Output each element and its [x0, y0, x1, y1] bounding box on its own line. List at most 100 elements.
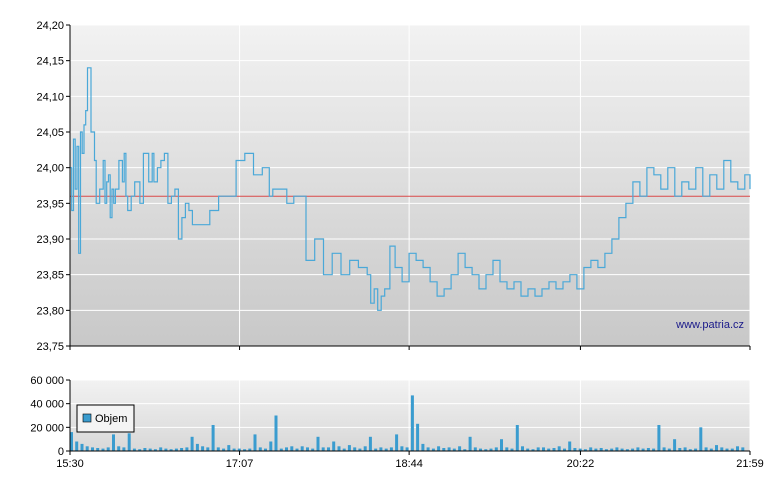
volume-bar: [662, 447, 666, 451]
volume-y-tick-labels: 60 000 40 000 20 000 0: [30, 375, 70, 458]
volume-bar: [138, 449, 142, 451]
volume-bar: [730, 448, 734, 451]
volume-bar: [631, 448, 635, 451]
volume-bar: [91, 447, 94, 451]
volume-bar: [599, 448, 603, 451]
volume-bar: [636, 447, 640, 451]
volume-bar: [347, 445, 351, 451]
price-y-tick-labels: 24,20 24,15 24,10 24,05 24,00 23,95 23,90 23,85…: [36, 20, 70, 353]
volume-bar: [101, 448, 105, 451]
volume-bar: [452, 448, 456, 451]
volume-bar: [132, 448, 136, 451]
volume-bar: [216, 447, 220, 451]
volume-bar: [678, 448, 682, 451]
volume-bar: [500, 439, 503, 451]
legend-swatch: [82, 413, 92, 423]
volume-bar: [547, 448, 551, 451]
volume-bar: [274, 415, 278, 451]
volume-bar: [625, 449, 629, 451]
price-y-tick-label: 24,00: [36, 163, 64, 175]
price-plot-background: [70, 25, 750, 346]
volume-bar: [736, 446, 739, 451]
price-x-ticks: [69, 346, 751, 350]
volume-bar: [290, 446, 294, 451]
volume-bar: [725, 448, 729, 451]
volume-bar: [447, 447, 451, 451]
price-y-tick-label: 23,85: [36, 270, 64, 282]
volume-bar: [479, 448, 482, 451]
volume-bar: [169, 449, 173, 451]
volume-bar: [442, 448, 446, 451]
volume-bar: [363, 446, 367, 451]
volume-bar: [552, 448, 556, 451]
volume-bar: [683, 447, 687, 451]
volume-bar: [232, 448, 236, 451]
volume-bar: [384, 448, 388, 451]
volume-bar: [306, 447, 309, 451]
volume-bar: [505, 447, 509, 451]
volume-bar: [85, 446, 89, 451]
volume-bar: [248, 448, 252, 451]
volume-bar: [211, 425, 215, 451]
x-tick-label: 17:07: [226, 458, 254, 470]
volume-bar: [295, 448, 299, 451]
volume-bar: [195, 443, 199, 451]
price-chart-panel: 24,20 24,15 24,10 24,05 24,00 23,95 23,90 23,85…: [36, 20, 751, 353]
volume-bar: [652, 448, 656, 451]
x-tick-label: 21:59: [736, 458, 764, 470]
volume-bar: [489, 448, 493, 451]
volume-bar: [421, 443, 425, 451]
volume-bar: [594, 448, 598, 451]
volume-bar: [699, 427, 703, 451]
volume-bar: [117, 446, 121, 451]
volume-bar: [604, 449, 608, 451]
volume-bar: [269, 441, 273, 451]
price-y-tick-label: 24,05: [36, 127, 64, 139]
volume-bar: [374, 448, 378, 451]
volume-bar: [709, 448, 713, 451]
price-y-tick-label: 24,10: [36, 91, 64, 103]
volume-bar: [557, 446, 561, 451]
volume-bar: [437, 446, 441, 451]
volume-bar: [253, 434, 257, 451]
volume-bar: [531, 449, 535, 451]
volume-bar: [589, 447, 593, 451]
volume-bar: [379, 447, 383, 451]
volume-bar: [321, 447, 325, 451]
volume-bar: [190, 436, 194, 451]
volume-bar: [279, 448, 283, 451]
volume-bar: [395, 434, 399, 451]
price-y-tick-label: 23,80: [36, 305, 64, 317]
x-tick-label: 15:30: [56, 458, 84, 470]
volume-bar: [694, 448, 698, 451]
volume-bar: [201, 446, 205, 451]
volume-bar: [641, 448, 645, 451]
volume-bar: [426, 447, 430, 451]
volume-gridlines: [70, 379, 751, 451]
volume-legend: Objem: [76, 404, 135, 433]
volume-bar: [332, 441, 336, 451]
volume-bar: [316, 436, 320, 451]
volume-bar: [536, 447, 540, 451]
volume-bar: [96, 448, 100, 451]
volume-bar: [358, 448, 362, 451]
volume-bar: [185, 447, 189, 451]
volume-bar: [311, 448, 315, 451]
volume-bar: [180, 448, 184, 451]
volume-bar: [164, 448, 168, 451]
volume-bar: [75, 441, 79, 451]
volume-bar: [337, 446, 341, 451]
volume-y-tick-label: 40 000: [30, 399, 64, 411]
volume-bar: [646, 448, 650, 451]
volume-y-tick-label: 20 000: [30, 422, 64, 434]
watermark-text: www.patria.cz: [675, 319, 744, 331]
price-series-line: [70, 67, 751, 311]
volume-x-tick-labels: 15:30 17:07 18:44 20:22 21:59: [56, 451, 764, 470]
price-y-tick-label: 24,15: [36, 56, 64, 68]
volume-bar: [106, 447, 110, 451]
volume-bar: [715, 445, 718, 451]
volume-bar: [258, 447, 262, 451]
volume-bar: [405, 447, 409, 451]
volume-bar: [583, 449, 587, 451]
volume-bar: [410, 395, 414, 451]
